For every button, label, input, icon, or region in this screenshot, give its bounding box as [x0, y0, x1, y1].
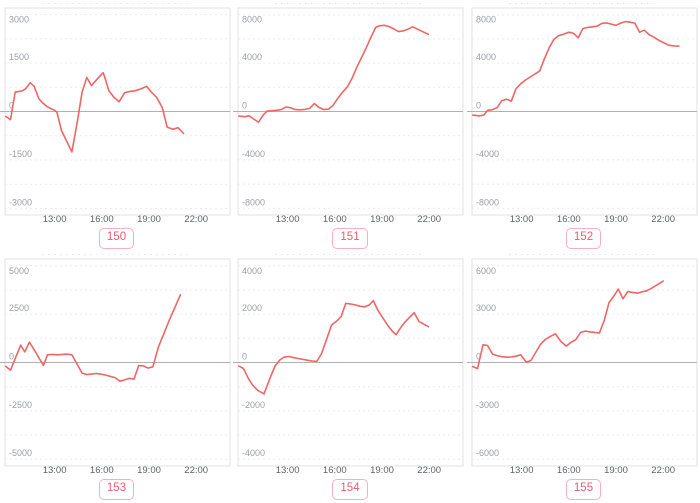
cropped-chart-title: [41, 1, 192, 4]
x-axis-label: 13:00: [510, 214, 534, 225]
y-axis-label: 3000: [476, 303, 496, 313]
cropped-chart-title: [275, 1, 425, 4]
chart-label-152[interactable]: 152: [565, 228, 602, 249]
badge-row: 154: [233, 478, 467, 500]
badge-row: 151: [233, 227, 467, 249]
y-axis-label: 4000: [242, 52, 262, 62]
chart-cell-150: 3000 1500 0 -1500 -3000 13:00 16:00 19:00 22:00 1…: [0, 0, 233, 251]
line-series: [472, 280, 664, 370]
chart-150: 3000 1500 0 -1500 -3000 13:00 16:00 19:00 22:00: [0, 7, 231, 225]
chart-154: 4000 2000 0 -2000 -4000 13:00 16:00 19:00 22:00: [233, 258, 464, 476]
x-axis-label: 19:00: [604, 465, 628, 476]
x-axis-label: 19:00: [137, 465, 161, 476]
x-axis-label: 13:00: [43, 465, 67, 476]
y-axis-label: -8000: [476, 197, 499, 207]
y-axis-label: 1500: [9, 52, 29, 62]
y-axis-label: -2500: [9, 400, 32, 410]
chart-cell-152: 8000 4000 0 -4000 -8000 13:00 16:00 19:00 22:00 1…: [467, 0, 700, 251]
x-axis-label: 19:00: [370, 465, 394, 476]
x-axis-label: 16:00: [323, 465, 347, 476]
y-axis-label: -4000: [242, 149, 265, 159]
y-axis-label: 4000: [476, 52, 496, 62]
x-axis-label: 22:00: [184, 465, 208, 476]
line-series: [238, 24, 430, 123]
x-axis-label: 16:00: [323, 214, 347, 225]
chart-153: 5000 2500 0 -2500 -5000 13:00 16:00 19:00 22:00: [0, 258, 231, 476]
x-axis-label: 13:00: [510, 465, 534, 476]
cropped-chart-title: [275, 252, 425, 255]
x-axis-label: 22:00: [184, 214, 208, 225]
x-axis-label: 16:00: [557, 214, 581, 225]
y-axis-label: 3000: [9, 15, 29, 25]
x-axis-label: 16:00: [557, 465, 581, 476]
chart-label-150[interactable]: 150: [98, 228, 135, 249]
y-axis-label: -5000: [9, 448, 32, 458]
chart-155: 6000 3000 0 -3000 -6000 13:00 16:00 19:00 22:00: [467, 258, 698, 476]
line-series: [238, 299, 430, 395]
cropped-chart-title: [41, 252, 192, 255]
x-axis-label: 19:00: [604, 214, 628, 225]
chart-cell-151: 8000 4000 0 -4000 -8000 13:00 16:00 19:00 22:00 1…: [233, 0, 467, 251]
chart-152: 8000 4000 0 -4000 -8000 13:00 16:00 19:00 22:00: [467, 7, 698, 225]
y-axis-label: 4000: [242, 266, 262, 276]
y-axis-label: 2500: [9, 303, 29, 313]
chart-label-154[interactable]: 154: [332, 479, 368, 500]
chart-label-153[interactable]: 153: [98, 479, 135, 500]
badge-row: 152: [467, 227, 700, 249]
y-axis-label: -4000: [476, 149, 499, 159]
line-series: [5, 71, 185, 153]
x-axis-label: 13:00: [276, 214, 300, 225]
y-axis-label: -4000: [242, 448, 265, 458]
y-axis-label: -3000: [476, 400, 499, 410]
y-axis-label: 5000: [9, 266, 29, 276]
badge-row: 155: [467, 478, 700, 500]
badge-row: 150: [0, 227, 233, 249]
y-axis-label: -8000: [242, 197, 265, 207]
y-axis-label: 0: [242, 352, 247, 362]
y-axis-label: -2000: [242, 400, 265, 410]
y-axis-label: 6000: [476, 266, 496, 276]
y-axis-label: -3000: [9, 198, 32, 208]
y-axis-label: -1500: [9, 149, 32, 159]
x-axis-label: 22:00: [417, 465, 441, 476]
x-axis-label: 22:00: [417, 214, 441, 225]
cropped-chart-title: [508, 1, 659, 4]
y-axis-label: -6000: [476, 448, 499, 458]
x-axis-label: 16:00: [90, 465, 114, 476]
x-axis-label: 19:00: [137, 214, 161, 225]
x-axis-label: 13:00: [43, 214, 67, 225]
cropped-chart-title: [508, 252, 659, 255]
x-axis-label: 13:00: [276, 465, 300, 476]
x-axis-label: 16:00: [90, 214, 114, 225]
chart-label-155[interactable]: 155: [565, 479, 602, 500]
x-axis-label: 19:00: [370, 214, 394, 225]
y-axis-label: 8000: [242, 15, 262, 25]
y-axis-label: 2000: [242, 303, 262, 313]
y-axis-label: 0: [9, 352, 14, 362]
chart-cell-154: 4000 2000 0 -2000 -4000 13:00 16:00 19:00 22:00 1…: [233, 251, 467, 503]
y-axis-label: 0: [9, 101, 14, 111]
y-axis-label: 0: [242, 101, 247, 111]
chart-151: 8000 4000 0 -4000 -8000 13:00 16:00 19:00 22:00: [233, 7, 464, 225]
x-axis-label: 22:00: [651, 465, 675, 476]
line-series: [472, 20, 680, 117]
x-axis-label: 22:00: [651, 214, 675, 225]
line-series: [5, 293, 182, 383]
chart-cell-153: 5000 2500 0 -2500 -5000 13:00 16:00 19:00 22:00 1…: [0, 251, 233, 503]
y-axis-label: 8000: [476, 15, 496, 25]
chart-label-151[interactable]: 151: [332, 228, 368, 249]
chart-cell-155: 6000 3000 0 -3000 -6000 13:00 16:00 19:00 22:00 1…: [467, 251, 700, 503]
badge-row: 153: [0, 478, 233, 500]
y-axis-label: 0: [476, 101, 481, 111]
y-axis-label: 0: [476, 352, 481, 362]
